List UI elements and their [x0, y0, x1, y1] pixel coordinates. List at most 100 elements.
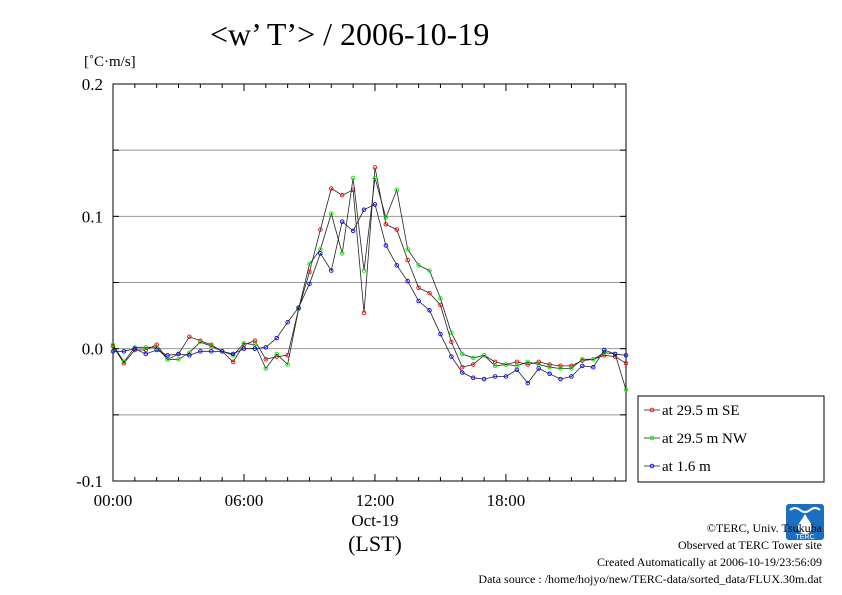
observed-site-text: Observed at TERC Tower site — [677, 538, 822, 552]
data-point — [263, 345, 269, 350]
data-point — [536, 366, 541, 371]
data-point — [329, 186, 334, 191]
data-point — [514, 367, 520, 373]
data-point — [143, 345, 148, 350]
data-point — [263, 357, 269, 362]
data-point — [405, 257, 410, 263]
data-point — [525, 362, 531, 367]
logo-text: TERC — [795, 534, 814, 541]
data-point — [481, 353, 487, 358]
data-point — [558, 366, 563, 371]
data-point — [121, 349, 127, 354]
data-point — [623, 360, 629, 366]
data-point — [372, 165, 378, 170]
data-point — [547, 371, 552, 377]
data-point — [361, 310, 367, 316]
data-point — [449, 339, 454, 345]
logo-wave-shape — [789, 507, 821, 513]
data-point — [372, 175, 378, 181]
data-point — [274, 351, 279, 357]
series-line — [113, 203, 627, 384]
data-point — [569, 366, 574, 371]
data-point — [470, 362, 476, 367]
data-point — [580, 357, 585, 362]
data-point — [361, 268, 367, 273]
data-point — [394, 263, 400, 268]
data-point — [449, 354, 454, 359]
x-tick-label: 12:00 — [356, 491, 395, 510]
data-point — [547, 362, 552, 367]
data-point — [208, 349, 214, 354]
x-tick-label: 00:00 — [94, 491, 133, 510]
data-point — [329, 268, 334, 273]
data-point — [176, 357, 181, 362]
data-point — [143, 351, 148, 357]
data-point — [339, 192, 345, 198]
legend-swatch-marker — [649, 463, 655, 469]
data-point — [405, 247, 410, 252]
data-point — [230, 351, 236, 357]
series-layer — [110, 165, 629, 392]
data-point — [339, 219, 345, 224]
data-point — [132, 346, 138, 351]
data-point — [623, 387, 629, 392]
data-point — [383, 222, 389, 227]
x-axis-label: (LST) — [348, 531, 402, 556]
legend-box — [637, 395, 825, 483]
data-point — [241, 346, 247, 351]
legend: at 29.5 m SE at 29.5 m NW at 1.6 m — [637, 395, 825, 483]
data-point — [427, 268, 432, 273]
data-point — [405, 278, 410, 284]
legend-swatch-marker — [649, 435, 655, 441]
legend-label: at 29.5 m SE — [662, 403, 740, 419]
y-tick-label: 0.2 — [82, 75, 103, 94]
data-point — [274, 335, 279, 341]
data-point — [198, 349, 203, 354]
data-point — [219, 349, 225, 354]
data-point — [427, 308, 432, 313]
x-date-label: Oct-19 — [351, 511, 398, 530]
data-point — [307, 261, 312, 267]
data-point — [307, 281, 312, 287]
data-point — [525, 359, 531, 365]
data-point — [383, 243, 389, 248]
axis-ticks: -0.1 0.0 0.1 0.2 00:00 06:00 12:00 18:00 Oct-19(… — [76, 75, 626, 556]
series-line — [112, 177, 627, 390]
data-point — [187, 353, 192, 358]
data-point — [339, 251, 345, 256]
legend-label: at 1.6 m — [662, 459, 711, 475]
data-source-text: Data source : /home/hojyo/new/TERC-data/… — [478, 572, 822, 586]
y-tick-label: -0.1 — [76, 472, 103, 491]
series-line — [112, 167, 627, 368]
x-tick-label: 06:00 — [225, 491, 264, 510]
data-point — [580, 363, 585, 369]
created-timestamp-text: Created Automatically at 2006-10-19/23:5… — [597, 555, 822, 569]
data-point — [558, 376, 563, 382]
data-point — [361, 207, 367, 212]
y-tick-label: 0.0 — [82, 340, 103, 359]
data-point — [187, 334, 192, 340]
data-point — [460, 370, 465, 375]
data-point — [350, 228, 356, 234]
data-point — [460, 351, 465, 357]
data-point — [285, 362, 290, 367]
data-point — [329, 211, 334, 216]
data-point — [176, 351, 181, 357]
data-point — [154, 347, 159, 353]
data-point — [110, 342, 116, 347]
legend-swatch-marker — [649, 407, 655, 413]
data-point — [591, 357, 596, 362]
data-point — [394, 187, 400, 193]
data-point — [612, 351, 618, 357]
data-point — [296, 305, 301, 310]
data-point — [503, 374, 509, 379]
logo-drop-shape — [798, 514, 812, 534]
data-point — [154, 345, 159, 350]
data-point — [503, 362, 509, 367]
data-point — [525, 380, 531, 386]
data-point — [230, 359, 236, 365]
data-point — [558, 363, 563, 369]
x-tick-label: 18:00 — [487, 491, 526, 510]
data-point — [569, 374, 574, 379]
